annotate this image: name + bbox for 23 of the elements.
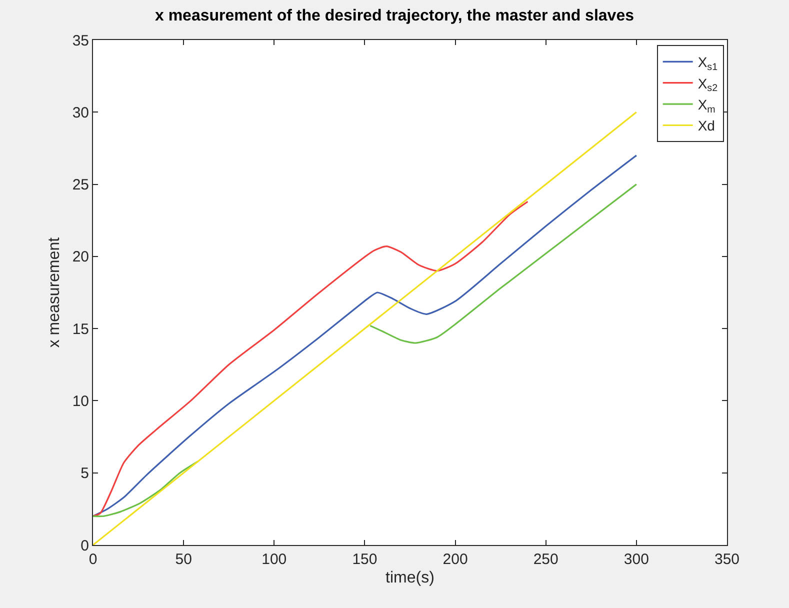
chart-title: x measurement of the desired trajectory, the master and slaves (154, 7, 634, 24)
y-tick-label: 0 (80, 537, 89, 554)
y-tick-label: 35 (72, 32, 89, 50)
legend-label: X$_{m}$ (698, 96, 716, 116)
x-tick-label: 300 (624, 551, 649, 568)
y-tick-label: 20 (72, 248, 89, 266)
line-series (93, 200, 529, 517)
x-tick-label: 100 (262, 551, 287, 568)
x-tick-label: 250 (533, 551, 558, 568)
legend-label: X$_{s1}$ (698, 54, 718, 74)
legend-label: Xd (698, 118, 715, 134)
y-tick-label: 25 (72, 176, 89, 194)
x-tick-label: 200 (442, 551, 468, 568)
x-axis-title: time(s) (386, 570, 434, 587)
legend-label: X$_{s2}$ (698, 75, 718, 94)
y-tick-label: 15 (72, 320, 89, 338)
y-tick-label: 5 (80, 465, 89, 482)
x-tick-label: 50 (175, 551, 192, 568)
y-tick-label: 10 (72, 392, 89, 410)
x-tick-label: 150 (352, 551, 378, 568)
y-axis-title: x measurement (46, 236, 64, 348)
y-tick-label: 30 (72, 104, 89, 122)
x-tick-label: 350 (714, 551, 740, 568)
